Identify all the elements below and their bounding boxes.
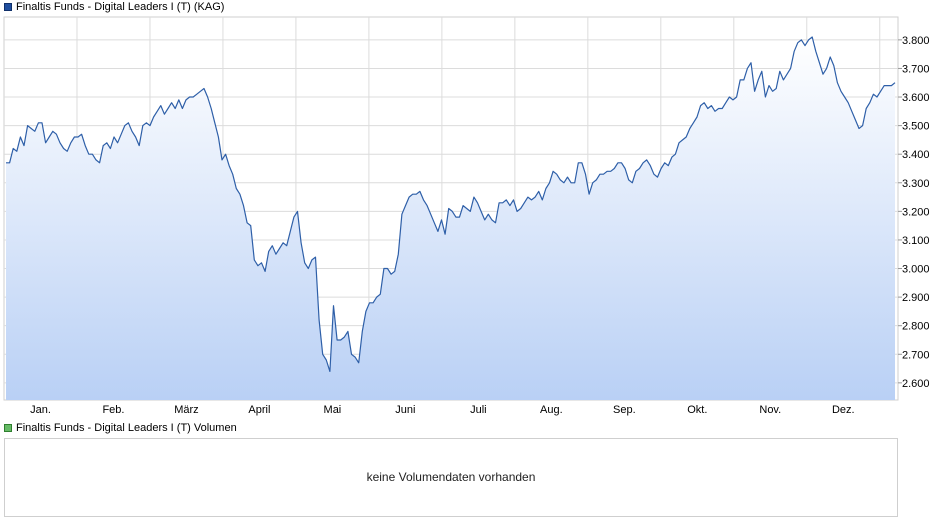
x-tick-label: März bbox=[174, 404, 198, 416]
price-legend-swatch bbox=[4, 3, 12, 11]
x-tick-label: Juni bbox=[395, 404, 415, 416]
price-series-line bbox=[6, 36, 896, 372]
y-tick-label: 3.700 bbox=[902, 63, 930, 75]
x-tick-label: April bbox=[248, 404, 270, 416]
y-tick-label: 3.500 bbox=[902, 121, 930, 133]
y-tick-label: 3.600 bbox=[902, 92, 930, 104]
y-tick-label: 3.800 bbox=[902, 35, 930, 47]
price-chart: 2.600 2.700 2.800 2.900 3.000 3.100 3.200 3.300… bbox=[3, 16, 930, 416]
x-tick-label: Nov. bbox=[759, 404, 781, 416]
y-tick-label: 3.300 bbox=[902, 178, 930, 190]
y-tick-label: 2.600 bbox=[902, 378, 930, 390]
x-tick-label: Aug. bbox=[540, 404, 563, 416]
y-tick-label: 2.900 bbox=[902, 292, 930, 304]
price-legend: Finaltis Funds - Digital Leaders I (T) (… bbox=[4, 0, 224, 14]
x-tick-label: Feb. bbox=[102, 404, 124, 416]
x-tick-label: Juli bbox=[470, 404, 487, 416]
y-tick-label: 3.400 bbox=[902, 149, 930, 161]
x-tick-label: Dez. bbox=[832, 404, 855, 416]
volume-legend: Finaltis Funds - Digital Leaders I (T) V… bbox=[4, 421, 237, 435]
y-tick-label: 3.200 bbox=[902, 206, 930, 218]
x-axis-ticks: Jan. Feb. März April Mai Juni Juli Aug. Sep. Okt.… bbox=[30, 404, 854, 416]
volume-legend-label: Finaltis Funds - Digital Leaders I (T) V… bbox=[16, 422, 237, 434]
price-legend-label: Finaltis Funds - Digital Leaders I (T) (… bbox=[16, 1, 225, 13]
y-tick-label: 3.100 bbox=[902, 235, 930, 247]
y-tick-label: 3.000 bbox=[902, 264, 930, 276]
x-tick-label: Mai bbox=[324, 404, 342, 416]
volume-legend-swatch bbox=[4, 424, 12, 432]
x-tick-label: Jan. bbox=[30, 404, 51, 416]
no-volume-message: keine Volumendaten vorhanden bbox=[366, 470, 536, 484]
y-tick-label: 2.700 bbox=[902, 349, 930, 361]
y-tick-label: 2.800 bbox=[902, 321, 930, 333]
y-axis-ticks: 2.600 2.700 2.800 2.900 3.000 3.100 3.200 3.300… bbox=[898, 35, 930, 390]
price-area-fill bbox=[6, 37, 895, 400]
volume-panel: keine Volumendaten vorhanden bbox=[4, 438, 898, 517]
x-tick-label: Okt. bbox=[687, 404, 707, 416]
x-tick-label: Sep. bbox=[613, 404, 636, 416]
